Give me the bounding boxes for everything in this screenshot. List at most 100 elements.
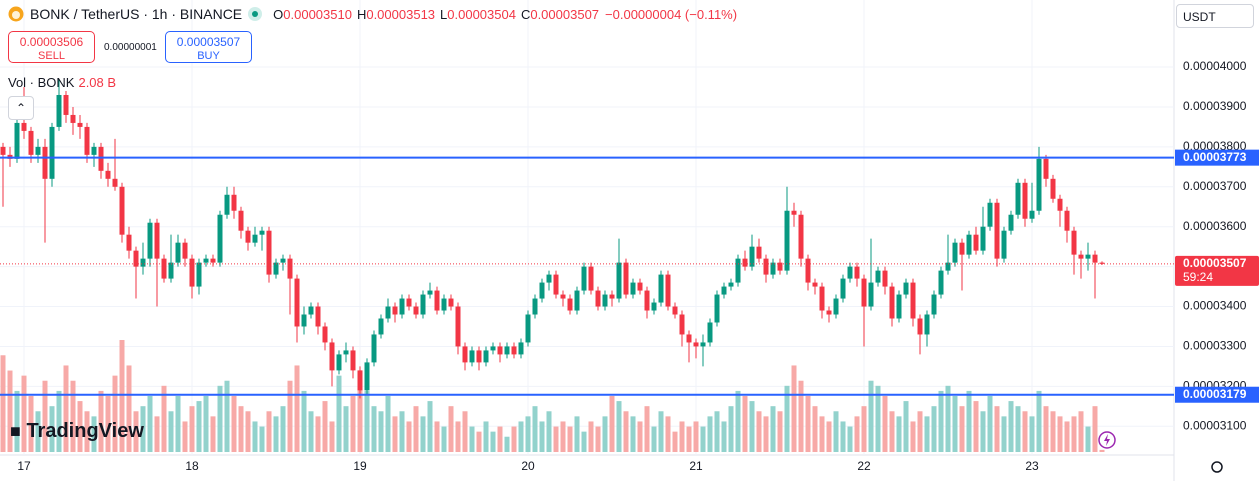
volume-bar bbox=[427, 401, 433, 452]
candle-body bbox=[224, 194, 230, 215]
candle-body bbox=[903, 282, 909, 295]
candle-body bbox=[483, 350, 489, 363]
x-tick-label: 18 bbox=[185, 459, 199, 473]
candle-body bbox=[1008, 214, 1014, 231]
candle-body bbox=[77, 122, 83, 127]
candle-body bbox=[644, 290, 650, 311]
volume-bar bbox=[973, 401, 979, 452]
candle-body bbox=[378, 318, 384, 335]
candle-body bbox=[490, 346, 496, 351]
ohlc-key: H bbox=[356, 6, 367, 22]
volume-bar bbox=[91, 416, 97, 452]
volume-bar bbox=[308, 411, 314, 452]
volume-bar bbox=[182, 421, 188, 452]
volume-bar bbox=[700, 426, 706, 452]
candle-body bbox=[882, 270, 888, 287]
candle-body bbox=[21, 122, 27, 131]
candle-body bbox=[1036, 158, 1042, 211]
volume-title: Vol · BONK bbox=[8, 75, 75, 90]
candle-body bbox=[406, 298, 412, 307]
volume-bar bbox=[28, 396, 34, 452]
countdown: 59:24 bbox=[1183, 270, 1213, 284]
candle-body bbox=[154, 222, 160, 259]
volume-bar bbox=[518, 421, 524, 452]
buy-button[interactable]: 0.00003507 BUY bbox=[165, 31, 252, 63]
volume-bar bbox=[154, 416, 160, 452]
candle-body bbox=[889, 286, 895, 319]
volume-bar bbox=[679, 421, 685, 452]
volume-bar bbox=[469, 426, 475, 452]
candle-body bbox=[357, 370, 363, 391]
volume-bar bbox=[525, 416, 531, 452]
volume-bar bbox=[938, 390, 944, 452]
volume-bar bbox=[756, 411, 762, 452]
candle-body bbox=[259, 230, 265, 235]
volume-legend: Vol · BONK 2.08 B bbox=[8, 75, 116, 90]
volume-bar bbox=[889, 411, 895, 452]
symbol[interactable]: BONK / TetherUS · 1h · BINANCE bbox=[30, 6, 243, 22]
volume-bar bbox=[14, 390, 20, 452]
x-tick-label: 22 bbox=[857, 459, 871, 473]
y-tick-label: 0.00003300 bbox=[1183, 339, 1247, 353]
volume-bar bbox=[119, 340, 125, 452]
volume-bar bbox=[126, 365, 132, 452]
volume-bar bbox=[287, 380, 293, 452]
candle-body bbox=[819, 286, 825, 311]
volume-bar bbox=[385, 396, 391, 452]
candle-body bbox=[770, 262, 776, 275]
volume-bar bbox=[210, 416, 216, 452]
symbol-icon bbox=[8, 6, 24, 22]
x-tick-label: 19 bbox=[353, 459, 367, 473]
currency-select[interactable]: USDT bbox=[1176, 4, 1254, 28]
volume-bar bbox=[147, 396, 153, 452]
volume-bar bbox=[490, 431, 496, 452]
volume-bar bbox=[917, 411, 923, 452]
candle-body bbox=[91, 146, 97, 155]
candle-body bbox=[595, 290, 601, 307]
candle-body bbox=[511, 346, 517, 355]
last-price-label-bg bbox=[1175, 255, 1259, 286]
candle-body bbox=[168, 262, 174, 279]
volume-bar bbox=[749, 401, 755, 452]
candle-body bbox=[476, 350, 482, 363]
volume-bar bbox=[875, 385, 881, 452]
candle-body bbox=[441, 298, 447, 311]
candle-body bbox=[980, 226, 986, 251]
candle-body bbox=[462, 346, 468, 363]
collapse-button[interactable]: ⌃ bbox=[8, 96, 34, 120]
volume-bar bbox=[1008, 401, 1014, 452]
candle-body bbox=[791, 210, 797, 215]
volume-bar bbox=[784, 385, 790, 452]
candle-body bbox=[14, 122, 20, 159]
candle-body bbox=[602, 294, 608, 307]
candle-body bbox=[1029, 210, 1035, 219]
candle-body bbox=[399, 298, 405, 315]
volume-bar bbox=[189, 406, 195, 452]
volume-bar bbox=[7, 370, 13, 452]
candle-body bbox=[434, 290, 440, 311]
candle-body bbox=[392, 306, 398, 315]
volume-bar bbox=[847, 426, 853, 452]
volume-bar bbox=[1029, 416, 1035, 452]
candle-body bbox=[189, 258, 195, 287]
logo: ■ TradingView bbox=[10, 420, 144, 442]
candle-body bbox=[728, 282, 734, 287]
volume-bar bbox=[602, 416, 608, 452]
volume-bar bbox=[56, 390, 62, 452]
buy-price: 0.00003507 bbox=[176, 35, 241, 49]
candle-body bbox=[427, 290, 433, 295]
volume-bar bbox=[224, 380, 230, 452]
volume-bar bbox=[0, 355, 6, 452]
settings-icon[interactable] bbox=[1211, 461, 1223, 473]
candle-body bbox=[994, 202, 1000, 259]
sell-button[interactable]: 0.00003506 SELL bbox=[8, 31, 95, 63]
candle-body bbox=[420, 294, 426, 315]
candle-body bbox=[686, 334, 692, 343]
volume-bar bbox=[1057, 416, 1063, 452]
candle-body bbox=[987, 202, 993, 227]
volume-bar bbox=[63, 365, 69, 452]
logo-text: TradingView bbox=[26, 420, 144, 442]
volume-bar bbox=[637, 421, 643, 452]
ohlc-value: 0.00003507 bbox=[530, 6, 600, 22]
